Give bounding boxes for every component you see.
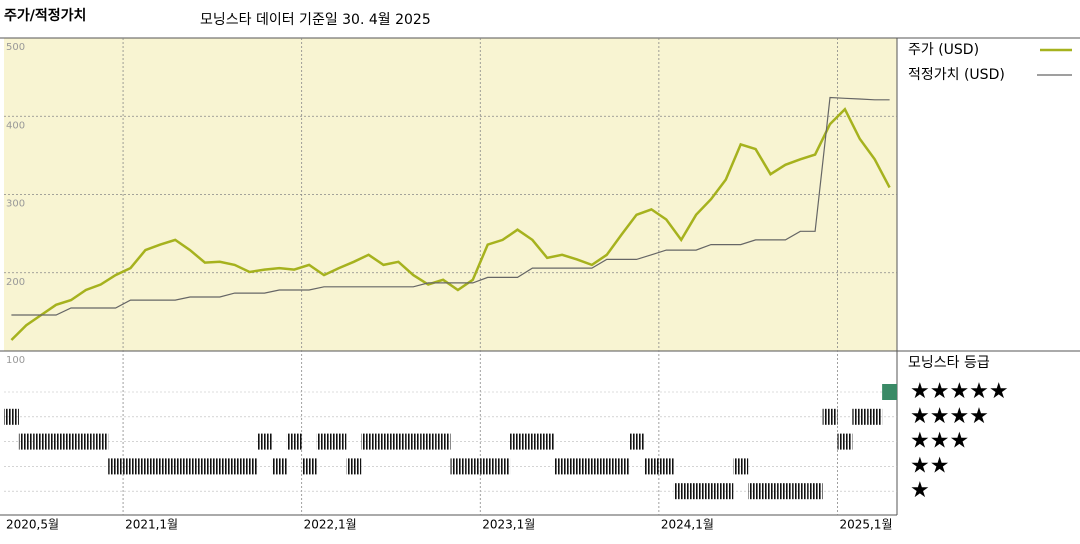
rating-mark [18,433,34,450]
rating-mark [108,458,124,475]
rating-mark [614,458,630,475]
rating-mark [331,433,347,450]
x-tick-label: 2025,1월 [839,518,892,532]
rating-mark [450,458,466,475]
x-tick-label: 2022,1월 [304,518,357,532]
rating-mark [346,458,362,475]
rating-mark [703,483,719,500]
rating-mark [510,433,525,450]
rating-mark [688,483,704,500]
rating-mark [807,483,823,500]
rating-mark [748,483,764,500]
rating-mark [480,458,496,475]
rating-mark [137,458,153,475]
rating-mark [777,483,793,500]
rating-mark [4,408,19,425]
y-tick-label: 100 [6,355,25,366]
rating-mark [48,433,64,450]
rating-mark [420,433,436,450]
rating-mark [227,458,243,475]
line-series [10,107,891,341]
rating-mark [212,458,228,475]
rating-mark [629,433,644,450]
rating-mark [495,458,511,475]
rating-mark [197,458,213,475]
y-tick-label: 200 [6,277,25,288]
rating-mark [93,433,109,450]
rating-mark [539,433,555,450]
rating-mark [242,458,258,475]
rating-mark [361,433,377,450]
rating-mark [286,433,302,450]
y-tick-label: 400 [6,120,25,131]
rating-mark [257,433,272,450]
rating-mark [837,433,853,450]
rating-mark [390,433,406,450]
rating-mark [643,458,659,475]
rating-mark [182,458,198,475]
legend-label: 주가 (USD) [908,42,979,58]
rating-mark [822,408,838,425]
rating-mark [316,433,332,450]
rating-mark [584,458,600,475]
y-tick-label: 500 [6,42,25,53]
rating-mark [123,458,138,475]
rating-mark [78,433,94,450]
rating-mark [718,483,734,500]
rating-mark [524,433,540,450]
rating-mark [554,458,570,475]
rating-mark [376,433,391,450]
rating-mark [63,433,79,450]
x-tick-label: 2023,1월 [482,518,535,532]
rating-label: ★ [910,478,930,503]
rating-label: ★★★ [910,429,969,454]
chart-subtitle: 모닝스타 데이터 기준일 30. 4월 2025 [200,12,431,28]
x-tick-label: 2020,5월 [6,518,59,532]
rating-title: 모닝스타 등급 [908,355,990,371]
rating-mark [301,458,317,475]
rating-mark [763,483,778,500]
rating-mark [167,458,183,475]
rating-mark [435,433,451,450]
rating-mark [733,458,749,475]
rating-label: ★★★★ [910,404,989,429]
rating-mark [465,458,481,475]
chart-title: 주가/적정가치 [4,7,86,24]
x-tick-label: 2024,1월 [661,518,714,532]
rating-mark [599,458,615,475]
x-tick-label: 2021,1월 [125,518,178,532]
rating-mark [33,433,49,450]
rating-mark [569,458,585,475]
line-series [11,96,890,316]
legend-label: 적정가치 (USD) [908,67,1005,83]
rating-mark [882,384,897,400]
rating-mark [271,458,287,475]
rating-label: ★★ [910,453,949,478]
rating-mark [152,458,168,475]
rating-mark [658,458,674,475]
rating-label: ★★★★★ [910,379,1009,404]
rating-mark [867,408,883,425]
rating-mark [405,433,421,450]
y-tick-label: 300 [6,199,25,210]
rating-mark [792,483,808,500]
rating-mark [673,483,689,500]
rating-mark [852,408,868,425]
